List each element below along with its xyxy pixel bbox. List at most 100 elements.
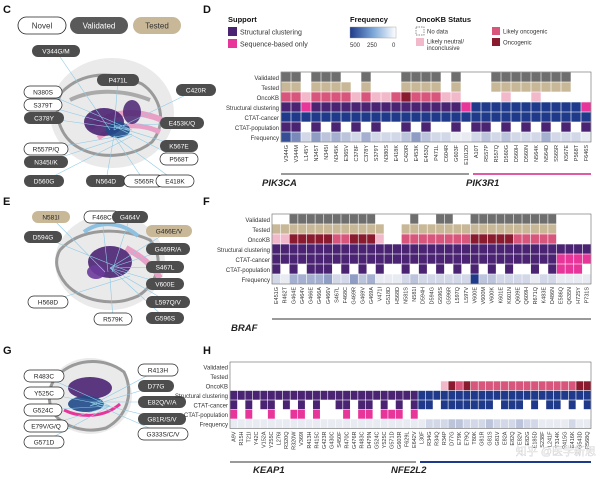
heatmap-cell xyxy=(463,419,471,429)
mutation-pill-label: P568T xyxy=(169,156,188,163)
heatmap-column-label: E82A xyxy=(502,431,508,445)
heatmap-cell xyxy=(453,244,462,254)
heatmap-cell xyxy=(576,400,584,410)
heatmap-cell xyxy=(548,254,557,264)
heatmap-column-label: E365V xyxy=(344,145,350,162)
heatmap-cell xyxy=(431,122,441,132)
heatmap-cell xyxy=(321,82,331,92)
heatmap-cell xyxy=(561,92,571,102)
heatmap-column-label: R557Q xyxy=(494,144,500,162)
heatmap-column-label: G476R xyxy=(352,431,358,448)
heatmap-cell xyxy=(451,122,461,132)
heatmap-cell xyxy=(478,362,486,372)
heatmap-cell xyxy=(531,390,539,400)
heatmap-column-label: E1012D xyxy=(464,145,470,165)
heatmap-cell xyxy=(350,371,358,381)
heatmap-column-label: E453Q xyxy=(424,144,430,162)
heatmap-cell xyxy=(556,224,565,234)
heatmap-cell xyxy=(335,362,343,372)
heatmap-column-label: R557P xyxy=(484,145,490,162)
heatmap-cell xyxy=(582,264,591,274)
heatmap-cell xyxy=(267,371,275,381)
heatmap-cell xyxy=(568,371,576,381)
heatmap-cell xyxy=(358,400,366,410)
heatmap-cell xyxy=(361,92,371,102)
heatmap-cell xyxy=(291,132,301,142)
mutation-pill xyxy=(112,211,148,223)
heatmap-cell xyxy=(297,419,305,429)
structural-clustering-swatch xyxy=(228,27,237,36)
heatmap-cell xyxy=(448,409,456,419)
heatmap-cell xyxy=(453,264,462,274)
mutation-pill xyxy=(23,369,65,383)
heatmap-column-label: S379T xyxy=(374,144,380,161)
heatmap-cell xyxy=(491,112,501,122)
heatmap-cell xyxy=(301,132,311,142)
heatmap-cell xyxy=(343,400,351,410)
mutation-pill xyxy=(32,211,70,223)
heatmap-cell xyxy=(313,390,320,400)
heatmap-cell xyxy=(315,234,324,244)
heatmap-cell xyxy=(574,244,583,254)
heatmap-cell xyxy=(508,400,516,410)
heatmap-cell xyxy=(275,362,283,372)
heatmap-panel-h: Validated Tested OncoKB Structural clusteri… xyxy=(175,361,592,463)
heatmap-cell xyxy=(272,264,281,274)
heatmap-column-label: E82G xyxy=(525,432,531,446)
heatmap-cell xyxy=(403,371,411,381)
heatmap-cell xyxy=(431,132,441,142)
heatmap-cell xyxy=(463,390,471,400)
heatmap-cell xyxy=(381,72,391,82)
heatmap-cell xyxy=(516,362,524,372)
heatmap-cell xyxy=(508,390,516,400)
mutation-pill xyxy=(137,363,179,377)
heatmap-cell xyxy=(486,400,493,410)
heatmap-cell xyxy=(576,409,584,419)
heatmap-cell xyxy=(553,362,561,372)
heatmap-column-label: G81V xyxy=(495,431,501,445)
heatmap-cell xyxy=(436,264,445,274)
heatmap-cell xyxy=(341,274,350,284)
heatmap-cell xyxy=(321,72,331,82)
heatmap-cell xyxy=(505,254,514,264)
heatmap-cell xyxy=(335,419,343,429)
heatmap-cell xyxy=(388,371,396,381)
heatmap-cell xyxy=(471,132,481,142)
heatmap-cell xyxy=(461,244,470,254)
heatmap-cell xyxy=(433,381,441,391)
heatmap-cell xyxy=(328,371,335,381)
heatmap-cell xyxy=(493,400,501,410)
heatmap-cell xyxy=(272,234,281,244)
mutation-pill xyxy=(138,413,186,425)
heatmap-cell xyxy=(305,371,313,381)
heatmap-cell xyxy=(455,381,463,391)
heatmap-cell xyxy=(478,381,486,391)
heatmap-cell xyxy=(487,224,496,234)
heatmap-cell xyxy=(311,82,321,92)
heatmap-cell xyxy=(237,400,245,410)
heatmap-column-label: F629L xyxy=(405,432,411,448)
heatmap-cell xyxy=(403,390,411,400)
heatmap-cell xyxy=(358,274,367,284)
heatmap-column-label: E416K xyxy=(570,431,576,448)
heatmap-column-label: E79Q xyxy=(465,431,471,446)
heatmap-column-label: R34P xyxy=(442,431,448,445)
heatmap-cell xyxy=(516,400,524,410)
heatmap-cell xyxy=(403,400,411,410)
heatmap-cell xyxy=(470,244,479,254)
heatmap-cell xyxy=(513,244,522,254)
heatmap-cell xyxy=(508,419,516,429)
heatmap-cell xyxy=(511,122,521,132)
heatmap-cell xyxy=(384,244,393,254)
heatmap-cell xyxy=(461,274,470,284)
heatmap-cell xyxy=(440,381,448,391)
heatmap-column-label: G81R xyxy=(480,431,486,445)
heatmap-cell xyxy=(582,214,591,224)
heatmap-cell xyxy=(321,92,331,102)
heatmap-cell xyxy=(395,381,403,391)
heatmap-cell xyxy=(565,234,574,244)
heatmap-cell xyxy=(324,234,333,244)
heatmap-cell xyxy=(574,274,583,284)
heatmap-cell xyxy=(380,381,388,391)
heatmap-cell xyxy=(358,244,367,254)
